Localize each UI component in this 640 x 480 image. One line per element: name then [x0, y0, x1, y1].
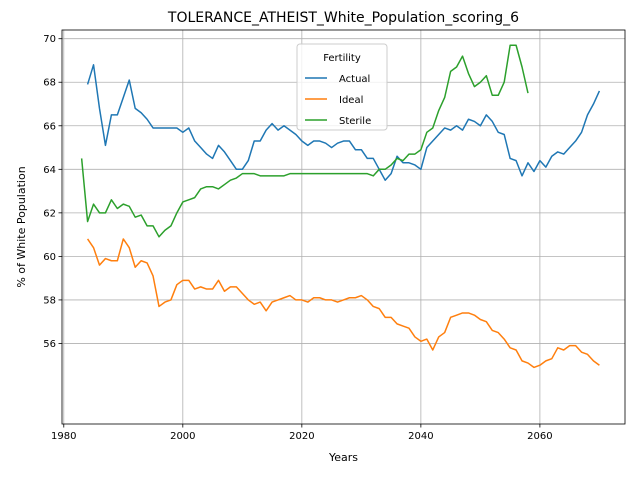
y-tick-label: 64	[43, 165, 56, 176]
x-tick-label: 2000	[170, 431, 195, 442]
legend-label-sterile: Sterile	[339, 116, 371, 127]
chart-title: TOLERANCE_ATHEIST_White_Population_scori…	[167, 10, 519, 26]
series-line-sterile	[80, 44, 529, 238]
x-ticks: 1980 2000 2020 2040 2060	[51, 424, 553, 442]
plot-frame	[61, 29, 626, 425]
y-tick-label: 58	[43, 295, 56, 306]
x-tick-label: 2060	[527, 431, 552, 442]
x-tick-label: 2040	[408, 431, 433, 442]
series-layer	[80, 44, 601, 369]
y-tick-label: 56	[43, 339, 56, 350]
x-tick-label: 1980	[51, 431, 76, 442]
x-axis-label: Years	[328, 451, 358, 464]
legend-box	[296, 43, 388, 131]
x-tick-label: 2020	[289, 431, 314, 442]
y-axis-label: % of White Population	[15, 166, 28, 287]
legend-label-ideal: Ideal	[339, 95, 363, 106]
y-tick-label: 66	[43, 121, 56, 132]
y-ticks: 56 58 60 62 64 66 68 70	[43, 34, 62, 350]
legend-label-actual: Actual	[339, 74, 370, 85]
y-tick-label: 62	[43, 208, 56, 219]
series-line-actual	[86, 64, 601, 181]
y-tick-label: 68	[43, 78, 56, 89]
y-tick-label: 60	[43, 252, 56, 263]
legend: Fertility Actual Ideal Sterile	[296, 43, 388, 131]
series-line-ideal	[86, 238, 600, 369]
y-tick-label: 70	[43, 34, 56, 45]
legend-title: Fertility	[323, 53, 361, 64]
